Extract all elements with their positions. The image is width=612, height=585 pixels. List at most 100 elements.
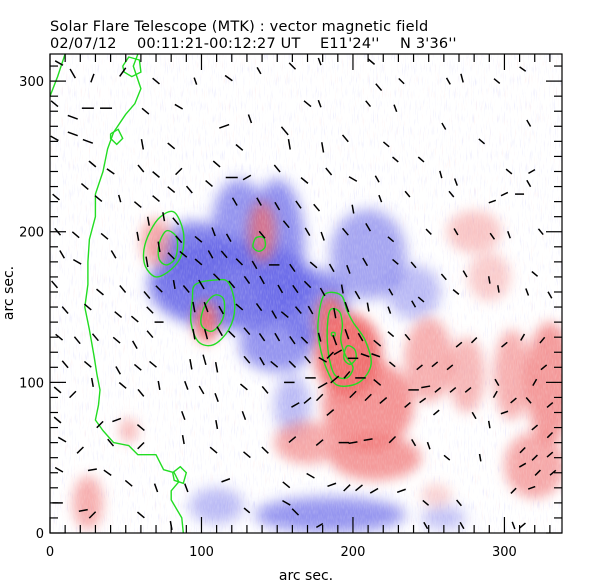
field-vector <box>82 138 94 144</box>
field-vector <box>209 446 218 454</box>
field-vector <box>282 481 291 489</box>
field-vector <box>78 508 88 512</box>
field-vector <box>379 396 388 404</box>
axis-tick-labels: 0 100 200 300 0 100 200 300 <box>19 75 517 560</box>
field-vector <box>327 482 337 488</box>
field-vector <box>404 190 411 198</box>
field-vector <box>432 409 440 416</box>
contour-lines <box>142 210 372 387</box>
field-vector <box>219 123 230 129</box>
field-vector <box>52 193 60 201</box>
x-tick-label: 200 <box>341 545 366 560</box>
obs-latitude: N 3'36'' <box>400 36 457 52</box>
field-vector <box>90 377 94 387</box>
field-vector <box>172 279 176 290</box>
field-vector <box>172 217 180 226</box>
field-vector <box>303 100 312 108</box>
field-vector <box>218 305 225 315</box>
field-vector <box>392 258 399 265</box>
field-vector <box>422 499 430 506</box>
field-vector <box>259 356 265 366</box>
field-vector <box>152 195 160 203</box>
field-vector <box>388 288 394 296</box>
field-vector <box>439 170 443 179</box>
field-vector <box>83 303 92 311</box>
field-vector <box>216 326 223 337</box>
field-vector <box>137 164 145 173</box>
field-vector <box>133 363 142 371</box>
field-vector <box>80 183 89 191</box>
obs-date: 02/07/12 <box>50 36 117 52</box>
field-vector <box>326 351 334 359</box>
field-vector <box>255 302 263 312</box>
field-vector <box>448 190 455 198</box>
field-vector <box>421 385 431 389</box>
field-vector <box>96 420 104 429</box>
field-vector <box>87 468 97 472</box>
field-vector <box>243 275 251 285</box>
field-vector <box>464 386 472 393</box>
field-vector <box>425 228 432 235</box>
field-vector <box>382 141 390 148</box>
field-vector <box>295 200 302 209</box>
x-tick-label: 0 <box>46 545 54 560</box>
contour-inner-1 <box>157 229 179 266</box>
plot-area <box>50 54 562 533</box>
field-vector <box>365 100 372 108</box>
field-vector <box>189 359 193 370</box>
field-vector <box>303 396 312 404</box>
field-vector <box>280 311 289 319</box>
field-vector <box>214 362 219 373</box>
limb-loop-0 <box>122 56 142 78</box>
field-vector <box>212 273 221 281</box>
solar-limb-line <box>50 54 188 533</box>
field-vector <box>76 446 84 454</box>
field-vector <box>184 380 189 390</box>
field-vector <box>136 511 145 519</box>
field-vector <box>251 260 258 270</box>
field-vector <box>378 194 383 203</box>
field-vector <box>366 302 370 312</box>
field-vector <box>300 336 309 344</box>
field-vector <box>355 484 363 492</box>
field-vector <box>445 77 451 85</box>
contour-mid-6 <box>326 307 354 380</box>
field-vector <box>526 119 532 127</box>
field-vector <box>202 354 207 366</box>
field-vector <box>369 487 379 494</box>
field-vector <box>525 397 532 404</box>
field-vector <box>291 402 300 408</box>
field-vector <box>364 393 372 402</box>
field-vector <box>277 284 284 294</box>
y-tick-label: 200 <box>19 226 44 241</box>
y-tick-label: 0 <box>36 527 44 542</box>
field-vector <box>136 231 140 241</box>
field-vector <box>417 156 425 163</box>
field-vector <box>54 60 64 66</box>
field-vector <box>317 57 322 66</box>
field-vector <box>470 337 478 344</box>
field-vector <box>434 386 442 393</box>
field-vector <box>493 78 501 85</box>
axis-ticks <box>49 54 562 534</box>
field-vector <box>374 175 380 183</box>
contour-outer-5 <box>317 291 372 387</box>
field-vector <box>537 228 544 236</box>
field-vector <box>203 301 209 313</box>
field-vector <box>321 142 325 153</box>
field-vector <box>243 327 251 336</box>
field-vector <box>396 488 406 494</box>
field-vector <box>307 305 314 315</box>
field-vector <box>419 397 427 404</box>
field-vector <box>61 306 69 314</box>
field-vector <box>112 336 121 344</box>
field-vector <box>511 521 516 530</box>
limb-segment-0 <box>50 54 66 97</box>
field-vector <box>69 390 77 399</box>
x-tick-label: 300 <box>492 545 517 560</box>
field-vector <box>136 424 145 432</box>
field-vector <box>518 462 527 468</box>
field-vector <box>194 258 203 266</box>
field-vector <box>304 227 311 237</box>
field-vector <box>282 220 290 229</box>
